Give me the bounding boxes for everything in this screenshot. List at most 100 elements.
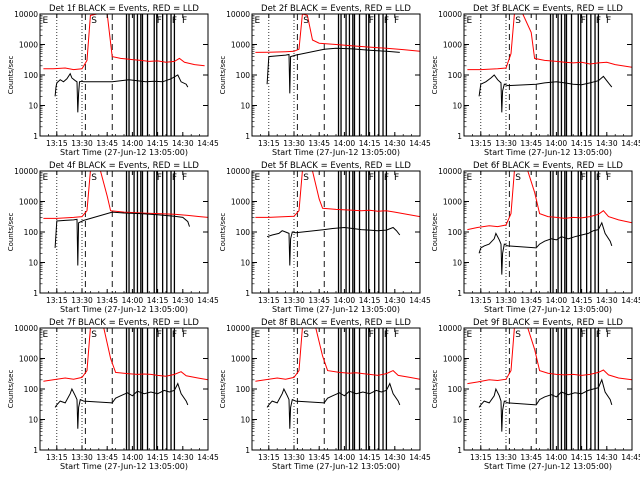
x-tick-label: 13:45 bbox=[308, 296, 330, 305]
panel-title: Det 8f BLACK = Events, RED = LLD bbox=[261, 318, 411, 328]
y-axis-label: Counts/sec bbox=[7, 370, 15, 409]
events-series-line bbox=[54, 211, 190, 266]
y-tick-label: 10000 bbox=[226, 167, 250, 176]
marker-f: F bbox=[172, 173, 177, 183]
x-tick-label: 14:30 bbox=[172, 453, 194, 462]
y-tick-label: 10000 bbox=[226, 324, 250, 333]
marker-f: F bbox=[596, 330, 601, 340]
x-tick-label: 14:30 bbox=[596, 296, 618, 305]
x-tick-label: 13:30 bbox=[71, 296, 93, 305]
marker-f: F bbox=[596, 173, 601, 183]
marker-e: E bbox=[255, 173, 261, 183]
x-axis-label: Start Time (27-Jun-12 13:05:00) bbox=[484, 148, 612, 157]
marker-e: E bbox=[43, 173, 49, 183]
x-tick-label: 14:45 bbox=[197, 296, 219, 305]
lld-series-line bbox=[467, 14, 632, 71]
marker-f: F bbox=[182, 173, 187, 183]
marker-f: F bbox=[157, 330, 162, 340]
x-tick-label: 14:45 bbox=[409, 296, 431, 305]
axes-frame bbox=[39, 170, 209, 294]
x-tick-label: 14:15 bbox=[147, 453, 169, 462]
panel-title: Det 9f BLACK = Events, RED = LLD bbox=[473, 318, 623, 328]
x-tick-label: 13:15 bbox=[258, 296, 280, 305]
y-tick-label: 100 bbox=[24, 228, 39, 237]
x-tick-label: 13:45 bbox=[308, 453, 330, 462]
lld-series-line bbox=[467, 328, 632, 385]
marker-e: E bbox=[467, 173, 473, 183]
axes-frame bbox=[251, 327, 421, 451]
y-tick-label: 10000 bbox=[226, 10, 250, 19]
x-tick-label: 14:15 bbox=[359, 453, 381, 462]
marker-f: F bbox=[157, 173, 162, 183]
y-tick-label: 1 bbox=[33, 446, 38, 455]
events-series-line bbox=[478, 378, 613, 432]
y-tick-label: 100 bbox=[448, 228, 463, 237]
x-tick-label: 13:15 bbox=[46, 139, 68, 148]
x-tick-label: 13:45 bbox=[308, 139, 330, 148]
y-tick-label: 1000 bbox=[19, 198, 38, 207]
y-axis-label: Counts/sec bbox=[431, 370, 439, 409]
y-tick-label: 100 bbox=[236, 71, 251, 80]
marker-f: F bbox=[384, 173, 389, 183]
marker-s: S bbox=[303, 173, 309, 183]
marker-e: E bbox=[43, 16, 49, 26]
x-tick-label: 14:30 bbox=[596, 453, 618, 462]
x-tick-label: 13:15 bbox=[258, 139, 280, 148]
marker-f: F bbox=[157, 16, 162, 26]
x-tick-label: 14:00 bbox=[122, 453, 144, 462]
lld-series-line bbox=[255, 14, 420, 53]
plot-area bbox=[467, 171, 632, 293]
y-tick-label: 10 bbox=[28, 259, 38, 268]
x-axis-label: Start Time (27-Jun-12 13:05:00) bbox=[272, 462, 400, 471]
x-axis-label: Start Time (27-Jun-12 13:05:00) bbox=[60, 462, 188, 471]
x-tick-label: 13:45 bbox=[96, 296, 118, 305]
marker-e: E bbox=[467, 330, 473, 340]
marker-s: S bbox=[91, 16, 97, 26]
x-axis-label: Start Time (27-Jun-12 13:05:00) bbox=[60, 148, 188, 157]
x-tick-label: 14:45 bbox=[197, 453, 219, 462]
marker-s: S bbox=[515, 16, 521, 26]
y-tick-label: 10000 bbox=[438, 167, 462, 176]
x-tick-label: 14:45 bbox=[409, 139, 431, 148]
y-tick-label: 10000 bbox=[14, 167, 38, 176]
y-tick-label: 100 bbox=[448, 385, 463, 394]
y-tick-label: 100 bbox=[24, 385, 39, 394]
y-tick-label: 1000 bbox=[231, 41, 250, 50]
axes-frame bbox=[251, 170, 421, 294]
x-tick-label: 14:00 bbox=[122, 139, 144, 148]
x-tick-label: 13:30 bbox=[495, 453, 517, 462]
plot-area bbox=[467, 14, 632, 136]
y-tick-label: 1 bbox=[33, 289, 38, 298]
axes-frame bbox=[463, 327, 633, 451]
x-tick-label: 13:30 bbox=[283, 296, 305, 305]
y-tick-label: 10 bbox=[240, 416, 250, 425]
x-tick-label: 14:30 bbox=[596, 139, 618, 148]
y-tick-label: 10 bbox=[452, 416, 462, 425]
events-series-line bbox=[54, 382, 189, 429]
x-tick-label: 14:15 bbox=[359, 139, 381, 148]
x-tick-label: 14:30 bbox=[384, 296, 406, 305]
x-tick-label: 14:45 bbox=[621, 453, 640, 462]
marker-f: F bbox=[182, 330, 187, 340]
x-tick-label: 14:00 bbox=[334, 139, 356, 148]
panel-title: Det 3f BLACK = Events, RED = LLD bbox=[473, 4, 623, 14]
marker-f: F bbox=[369, 173, 374, 183]
events-series-line bbox=[266, 226, 401, 266]
marker-s: S bbox=[515, 330, 521, 340]
x-axis-label: Start Time (27-Jun-12 13:05:00) bbox=[484, 462, 612, 471]
marker-f: F bbox=[596, 16, 601, 26]
marker-f: F bbox=[384, 330, 389, 340]
x-tick-label: 14:00 bbox=[334, 453, 356, 462]
y-tick-label: 1000 bbox=[19, 355, 38, 364]
x-tick-label: 13:15 bbox=[258, 453, 280, 462]
events-series-line bbox=[478, 221, 613, 275]
y-tick-label: 10 bbox=[28, 102, 38, 111]
y-axis-label: Counts/sec bbox=[219, 213, 227, 252]
panel-title: Det 6f BLACK = Events, RED = LLD bbox=[473, 161, 623, 171]
x-tick-label: 14:15 bbox=[147, 139, 169, 148]
x-tick-label: 14:15 bbox=[147, 296, 169, 305]
x-tick-label: 13:45 bbox=[96, 453, 118, 462]
